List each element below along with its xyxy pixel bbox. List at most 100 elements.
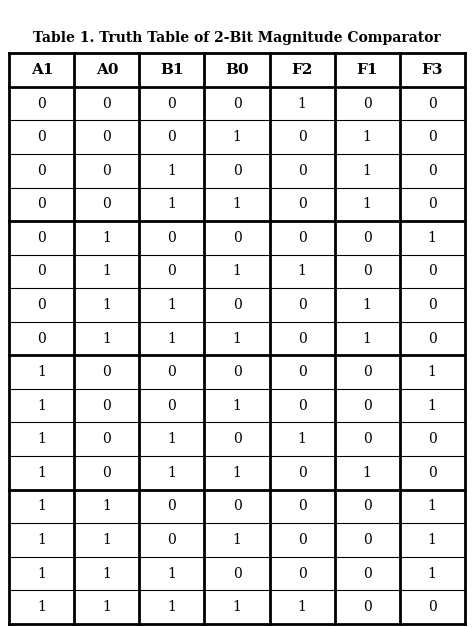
Text: 0: 0 <box>298 130 306 144</box>
Text: 0: 0 <box>428 130 437 144</box>
Text: 1: 1 <box>102 567 111 581</box>
Text: 0: 0 <box>102 365 111 379</box>
Text: 1: 1 <box>167 164 176 178</box>
Text: 0: 0 <box>37 164 46 178</box>
Text: 0: 0 <box>102 164 111 178</box>
Text: 0: 0 <box>428 198 437 211</box>
Text: 1: 1 <box>37 533 46 547</box>
Text: 0: 0 <box>233 499 241 514</box>
Text: 0: 0 <box>428 432 437 446</box>
Text: A1: A1 <box>31 63 53 77</box>
Text: 0: 0 <box>233 432 241 446</box>
Text: 1: 1 <box>167 432 176 446</box>
Text: 1: 1 <box>363 130 372 144</box>
Text: 0: 0 <box>298 499 306 514</box>
Text: 0: 0 <box>298 231 306 245</box>
Text: 0: 0 <box>363 567 372 581</box>
Text: 0: 0 <box>37 198 46 211</box>
Text: 1: 1 <box>428 365 437 379</box>
Text: 1: 1 <box>167 332 176 345</box>
Text: F2: F2 <box>292 63 313 77</box>
Text: 1: 1 <box>363 298 372 312</box>
Text: 0: 0 <box>363 499 372 514</box>
Text: 0: 0 <box>233 567 241 581</box>
Text: 1: 1 <box>233 399 241 413</box>
Text: 1: 1 <box>102 265 111 278</box>
Text: 1: 1 <box>428 567 437 581</box>
Text: 1: 1 <box>363 198 372 211</box>
Text: 0: 0 <box>37 265 46 278</box>
Text: 0: 0 <box>428 265 437 278</box>
Text: F3: F3 <box>421 63 443 77</box>
Text: B0: B0 <box>225 63 249 77</box>
Text: 0: 0 <box>363 600 372 614</box>
Text: 0: 0 <box>298 164 306 178</box>
Text: 1: 1 <box>37 466 46 480</box>
Text: 1: 1 <box>102 231 111 245</box>
Text: 0: 0 <box>37 298 46 312</box>
Text: 1: 1 <box>167 466 176 480</box>
Text: 0: 0 <box>363 365 372 379</box>
Text: 0: 0 <box>168 265 176 278</box>
Text: 0: 0 <box>298 533 306 547</box>
Text: 0: 0 <box>363 432 372 446</box>
Text: 1: 1 <box>233 600 241 614</box>
Text: 0: 0 <box>102 466 111 480</box>
Text: F1: F1 <box>356 63 378 77</box>
Text: 0: 0 <box>363 533 372 547</box>
Text: 0: 0 <box>298 365 306 379</box>
Text: 1: 1 <box>233 130 241 144</box>
Text: 1: 1 <box>298 97 307 110</box>
Text: 0: 0 <box>102 198 111 211</box>
Text: 1: 1 <box>233 466 241 480</box>
Text: 0: 0 <box>428 332 437 345</box>
Text: 1: 1 <box>167 298 176 312</box>
Text: 1: 1 <box>428 533 437 547</box>
Text: 0: 0 <box>102 399 111 413</box>
Text: 1: 1 <box>102 499 111 514</box>
Text: 1: 1 <box>428 231 437 245</box>
Text: 1: 1 <box>298 265 307 278</box>
Text: 1: 1 <box>233 265 241 278</box>
Text: 1: 1 <box>363 466 372 480</box>
Text: 1: 1 <box>428 499 437 514</box>
Text: 1: 1 <box>363 164 372 178</box>
Text: 0: 0 <box>37 130 46 144</box>
Text: 0: 0 <box>168 365 176 379</box>
Text: 0: 0 <box>233 164 241 178</box>
Text: 1: 1 <box>37 499 46 514</box>
Text: 1: 1 <box>298 432 307 446</box>
Text: 0: 0 <box>363 231 372 245</box>
Text: 1: 1 <box>37 567 46 581</box>
Text: 0: 0 <box>298 332 306 345</box>
Text: 0: 0 <box>363 399 372 413</box>
Text: 0: 0 <box>37 231 46 245</box>
Text: 0: 0 <box>428 97 437 110</box>
Text: 0: 0 <box>428 466 437 480</box>
Text: 1: 1 <box>37 600 46 614</box>
Text: 0: 0 <box>168 399 176 413</box>
Text: 0: 0 <box>168 499 176 514</box>
Text: 0: 0 <box>298 466 306 480</box>
Text: 1: 1 <box>37 399 46 413</box>
Text: 0: 0 <box>233 298 241 312</box>
Text: 1: 1 <box>233 198 241 211</box>
Text: 0: 0 <box>298 298 306 312</box>
Text: 0: 0 <box>428 164 437 178</box>
Text: 0: 0 <box>298 399 306 413</box>
Text: 0: 0 <box>102 130 111 144</box>
Text: 0: 0 <box>233 231 241 245</box>
Text: 0: 0 <box>363 265 372 278</box>
Text: 1: 1 <box>102 298 111 312</box>
Text: 1: 1 <box>233 533 241 547</box>
Text: 1: 1 <box>102 533 111 547</box>
Text: 0: 0 <box>168 533 176 547</box>
Text: 0: 0 <box>428 298 437 312</box>
Text: 0: 0 <box>37 332 46 345</box>
Text: 0: 0 <box>298 198 306 211</box>
Text: 1: 1 <box>37 365 46 379</box>
Text: B1: B1 <box>160 63 184 77</box>
Text: 1: 1 <box>428 399 437 413</box>
Text: 0: 0 <box>37 97 46 110</box>
Text: 1: 1 <box>102 600 111 614</box>
